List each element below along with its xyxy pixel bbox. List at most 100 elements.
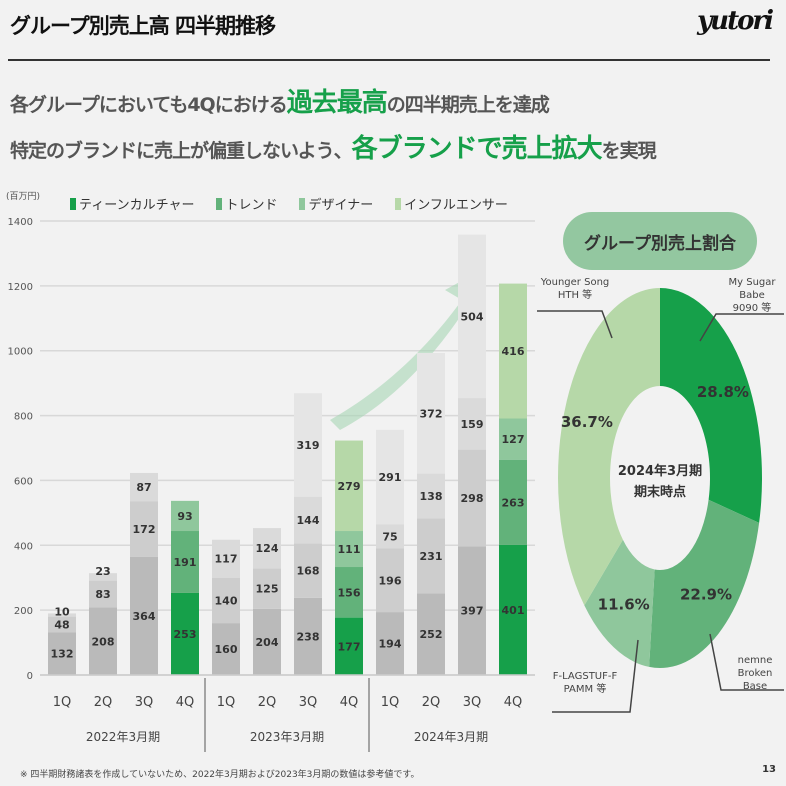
data-label: 177: [338, 640, 361, 653]
bar-segment: [417, 473, 445, 519]
legend-label: ティーンカルチャー: [79, 198, 195, 213]
leader-line: [552, 639, 639, 713]
y-tick-label: 0: [27, 671, 33, 682]
bar-segment: [294, 597, 322, 675]
x-tick-label: 2Q: [422, 695, 441, 710]
data-label: 291: [379, 471, 402, 484]
y-tick-label: 600: [14, 476, 33, 487]
bar-segment: [48, 613, 76, 617]
headline-text: 特定のブランドに売上が偏重しないよう、: [10, 140, 353, 162]
bar-segment: [335, 440, 363, 532]
data-label: 23: [95, 565, 110, 578]
pie-brand-label: F-LAGSTUF-F PAMM 等: [550, 670, 620, 696]
pie-brand-label: My Sugar Babe 9090 等: [718, 276, 786, 315]
bar-segment: [130, 556, 158, 675]
legend-swatch: [395, 198, 402, 210]
data-label: 204: [256, 636, 279, 649]
x-tick-label: 4Q: [176, 695, 195, 710]
bar-segment: [335, 617, 363, 675]
bar-segment: [417, 593, 445, 675]
data-label: 48: [54, 618, 69, 631]
bar-segment: [458, 546, 486, 675]
data-label: 194: [379, 638, 402, 651]
data-label: 504: [461, 310, 484, 323]
donut-slice: [660, 288, 762, 523]
data-label: 253: [174, 628, 197, 641]
headline-text: の四半期売上を達成: [386, 94, 550, 116]
bar-segment: [499, 459, 527, 545]
donut-slice: [584, 539, 655, 667]
data-label: 238: [297, 630, 320, 643]
footnote: ※ 四半期財務諸表を作成していないため、2022年3月期および2023年3月期の…: [20, 770, 420, 780]
legend-swatch: [216, 198, 223, 210]
bar-segment: [253, 568, 281, 609]
data-label: 93: [177, 510, 192, 523]
headline-emphasis: 各ブランドで売上拡大: [351, 134, 603, 164]
bar-segment: [376, 524, 404, 549]
pie-brand-label: nemne Broken Base: [725, 654, 785, 693]
bar-segment: [89, 580, 117, 608]
data-label: 10: [54, 605, 70, 618]
brand-name: Broken Base: [737, 668, 773, 692]
legend: ティーンカルチャー トレンド デザイナー インフルエンサー: [70, 194, 508, 213]
y-tick-label: 1000: [8, 347, 33, 358]
bar-segment: [376, 612, 404, 675]
y-tick-label: 800: [14, 412, 33, 423]
x-tick-label: 1Q: [217, 695, 236, 710]
data-label: 298: [461, 492, 484, 505]
x-tick-label: 4Q: [340, 695, 359, 710]
page-title: グループ別売上高 四半期推移: [10, 14, 276, 38]
data-label: 319: [297, 439, 320, 452]
data-label: 191: [174, 556, 197, 569]
legend-swatch: [299, 198, 306, 210]
data-label: 252: [420, 628, 443, 641]
data-label: 168: [297, 565, 320, 578]
bar-segment: [458, 398, 486, 450]
bar-segment: [48, 632, 76, 675]
bar-segment: [212, 623, 240, 675]
data-label: 138: [420, 490, 443, 503]
headline-text: 各グループにおいても4Qにおける: [10, 94, 288, 116]
legend-label: デザイナー: [308, 198, 374, 213]
bar-segment: [130, 501, 158, 557]
y-axis-unit: (百万円): [6, 192, 41, 202]
data-label: 416: [502, 345, 525, 358]
title-divider: [8, 59, 770, 61]
x-tick-label: 3Q: [135, 695, 154, 710]
bar-segment: [130, 472, 158, 502]
leader-line: [709, 633, 784, 691]
y-tick-label: 1400: [8, 217, 33, 228]
bar-segment: [89, 573, 117, 581]
brand-name: nemne: [737, 655, 773, 666]
legend-label: インフルエンサー: [404, 198, 508, 213]
bar-segment: [48, 616, 76, 633]
yutori-logo: yutori: [697, 6, 774, 36]
y-tick-label: 200: [14, 606, 33, 617]
bar-segment: [417, 518, 445, 594]
data-label: 364: [133, 610, 156, 623]
donut-center-label: 期末時点: [634, 484, 686, 500]
data-label: 87: [136, 481, 151, 494]
bar-segment: [335, 531, 363, 568]
bar-segment: [458, 449, 486, 547]
bar-segment: [335, 567, 363, 618]
x-tick-label: 1Q: [381, 695, 400, 710]
bar-segment: [294, 393, 322, 497]
data-label: 83: [95, 588, 110, 601]
headline-line-2: 特定のブランドに売上が偏重しないよう、各ブランドで売上拡大を実現: [10, 128, 657, 165]
bar-segment: [458, 234, 486, 399]
brand-name: PAMM 等: [563, 684, 607, 695]
bar-segment: [499, 418, 527, 460]
x-group-label: 2023年3月期: [250, 730, 324, 744]
data-label: 160: [215, 643, 238, 656]
data-label: 263: [502, 496, 525, 509]
data-label: 144: [297, 514, 320, 527]
brand-name: My Sugar Babe: [728, 277, 776, 301]
data-label: 140: [215, 594, 238, 607]
brand-name: F-LAGSTUF-F: [552, 671, 618, 682]
headline-emphasis: 過去最高: [286, 88, 388, 118]
bar-segment: [417, 352, 445, 474]
headline-text: を実現: [601, 140, 657, 162]
headline-line-1: 各グループにおいても4Qにおける過去最高の四半期売上を達成: [10, 82, 550, 119]
donut-slice: [649, 499, 760, 669]
